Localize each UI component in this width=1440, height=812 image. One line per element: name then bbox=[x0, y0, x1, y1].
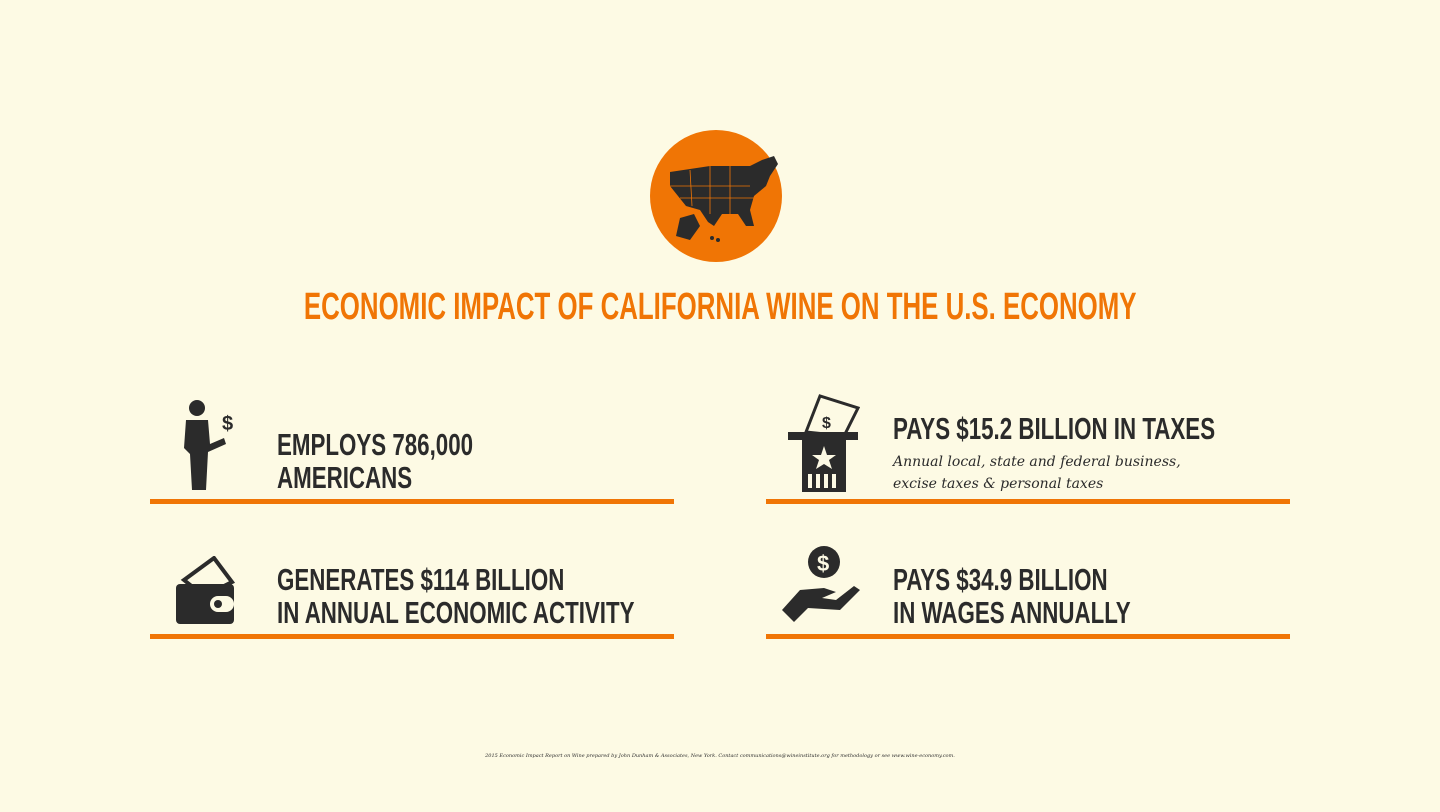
svg-text:$: $ bbox=[222, 413, 233, 435]
page-title: ECONOMIC IMPACT OF CALIFORNIA WINE ON TH… bbox=[303, 286, 1137, 328]
us-map-badge bbox=[650, 130, 782, 262]
stat-wages: PAYS $34.9 BILLION IN WAGES ANNUALLY bbox=[893, 562, 1131, 630]
stat-taxes: PAYS $15.2 BILLION IN TAXES bbox=[893, 411, 1216, 446]
hand-coin-icon: $ bbox=[780, 544, 862, 627]
stat-taxes-note: Annual local, state and federal business… bbox=[893, 454, 1181, 492]
divider bbox=[150, 499, 674, 504]
stat-employment: EMPLOYS 786,000 AMERICANS bbox=[277, 427, 474, 495]
wallet-icon bbox=[174, 555, 236, 631]
businessman-dollar-icon: $ bbox=[180, 398, 240, 495]
tax-box-icon: $ bbox=[786, 392, 861, 499]
divider bbox=[150, 634, 674, 639]
stat-economic-activity: GENERATES $114 BILLION IN ANNUAL ECONOMIC… bbox=[277, 562, 635, 630]
us-map-icon bbox=[670, 156, 778, 242]
divider bbox=[766, 634, 1290, 639]
footer-source-note: 2015 Economic Impact Report on Wine prep… bbox=[485, 753, 955, 759]
divider bbox=[766, 499, 1290, 504]
svg-text:$: $ bbox=[817, 551, 829, 576]
svg-text:$: $ bbox=[822, 415, 831, 432]
